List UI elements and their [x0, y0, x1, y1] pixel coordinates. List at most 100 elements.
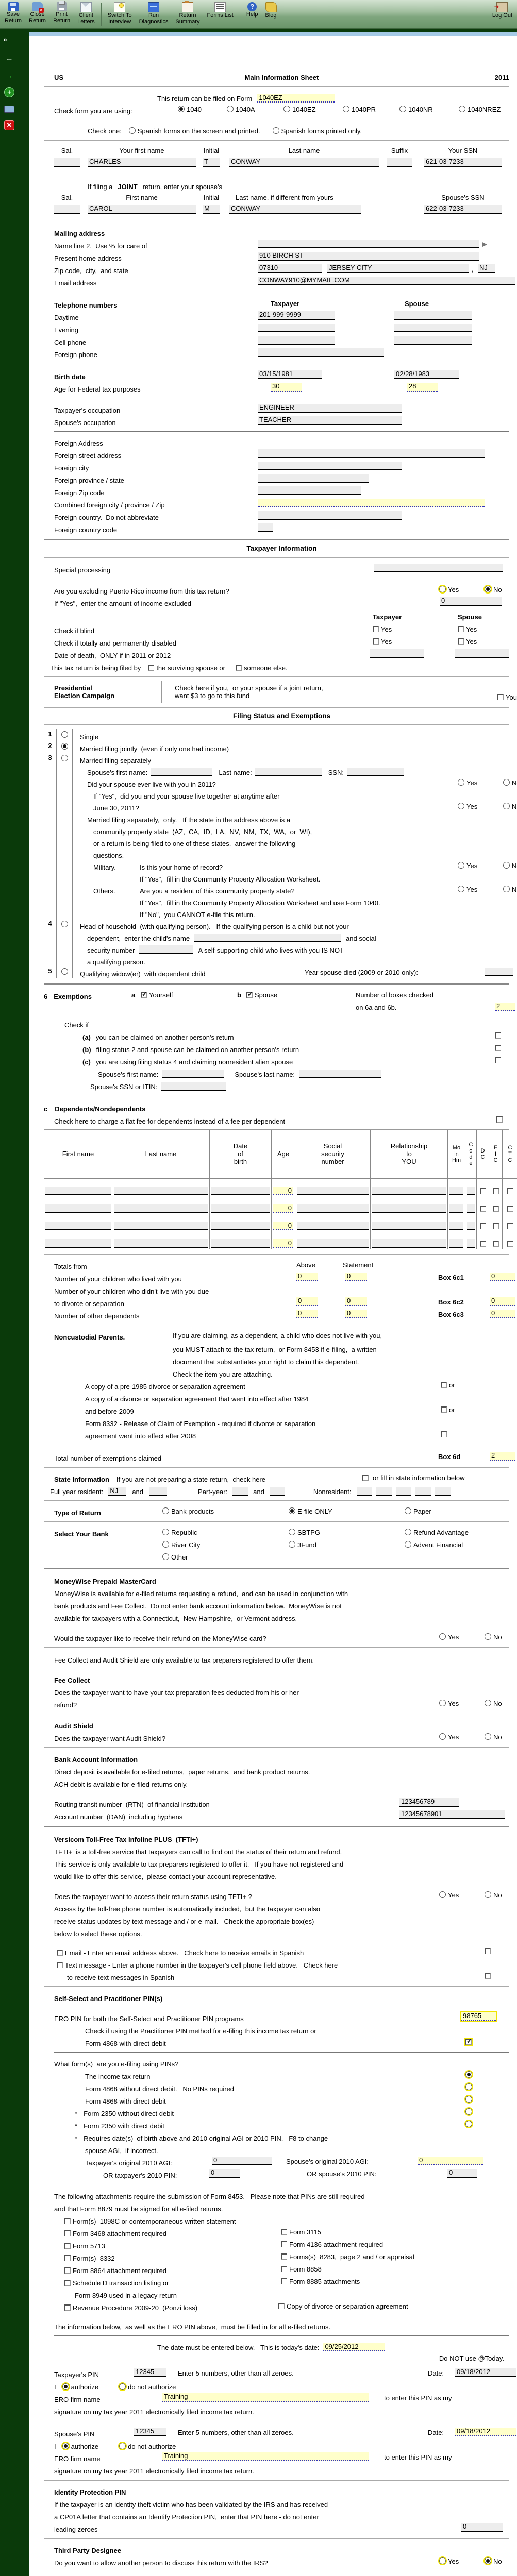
print-icon[interactable]	[4, 106, 14, 113]
dep-ctc-checkbox[interactable]	[507, 1223, 513, 1229]
dep-dob-field[interactable]	[211, 1204, 270, 1213]
birth-date-field[interactable]: 03/15/1981	[258, 370, 322, 379]
box-6d-field[interactable]: 2	[490, 1452, 515, 1461]
spouse-ero-firm-name-field[interactable]: Training	[162, 2452, 369, 2461]
initial-field[interactable]: T	[203, 158, 220, 167]
state-field[interactable]: NJ	[478, 264, 495, 273]
nonresident-state-field[interactable]	[395, 1487, 411, 1496]
resident-cps-no-radio[interactable]	[503, 886, 510, 892]
att-divorce-copy-checkbox[interactable]	[278, 2303, 285, 2309]
dep-ctc-checkbox[interactable]	[507, 1241, 513, 1247]
dep-relationship-field[interactable]	[372, 1222, 446, 1230]
pin-4868-debit-radio[interactable]	[464, 2095, 473, 2104]
dep-first-name-field[interactable]	[45, 1187, 111, 1195]
partyear-state-field[interactable]	[232, 1487, 248, 1496]
dep-dob-field[interactable]	[211, 1239, 270, 1248]
blind-spouse-checkbox[interactable]	[458, 626, 464, 632]
dep-code-field[interactable]	[467, 1222, 475, 1230]
dep-ctc-checkbox[interactable]	[507, 1188, 513, 1194]
nra-spouse-first-field[interactable]	[162, 1070, 225, 1078]
first-name-field[interactable]: CHARLES	[88, 158, 196, 167]
resident-cps-yes-radio[interactable]	[458, 886, 464, 892]
spanish-printed-radio[interactable]	[272, 127, 279, 134]
att-8332-checkbox[interactable]	[64, 2255, 71, 2261]
mfs-spouse-last-field[interactable]	[255, 768, 322, 776]
att-5713-checkbox[interactable]	[64, 2243, 71, 2249]
dep-months-field[interactable]	[449, 1204, 463, 1213]
bank-products-radio[interactable]	[162, 1507, 169, 1514]
email-field[interactable]: CONWAY910@MYMAIL.COM	[258, 277, 515, 285]
tfti-yes-radio[interactable]	[439, 1891, 446, 1898]
spouse-2010-agi-field[interactable]: 0	[418, 2157, 483, 2165]
year-spouse-died-field[interactable]	[485, 968, 513, 976]
foreign-country-field[interactable]	[258, 511, 402, 520]
dep-relationship-field[interactable]	[372, 1204, 446, 1213]
dep-dc-checkbox[interactable]	[479, 1206, 486, 1212]
disabled-spouse-checkbox[interactable]	[458, 638, 464, 645]
pin-income-tax-radio[interactable]	[464, 2070, 473, 2079]
dep-last-name-field[interactable]	[114, 1239, 208, 1248]
dep-eic-checkbox[interactable]	[492, 1206, 499, 1212]
help-button[interactable]: ? Help	[246, 2, 258, 18]
moneywise-yes-radio[interactable]	[439, 1633, 446, 1640]
nonresident-state-field[interactable]	[376, 1487, 392, 1496]
dep-code-field[interactable]	[467, 1239, 475, 1248]
taxpayer-pin-date-field[interactable]: 09/18/2012	[455, 2368, 516, 2377]
form-8332-checkbox[interactable]	[441, 1431, 447, 1437]
dep-first-name-field[interactable]	[45, 1239, 111, 1248]
dep-ctc-checkbox[interactable]	[507, 1206, 513, 1212]
dep-eic-checkbox[interactable]	[492, 1241, 499, 1247]
taxpayer-2010-agi-field[interactable]: 0	[212, 2157, 272, 2165]
designee-yes-radio[interactable]	[438, 2556, 447, 2565]
att-8858-checkbox[interactable]	[281, 2266, 287, 2272]
city-field[interactable]: JERSEY CITY	[327, 264, 469, 273]
dep-ssn-field[interactable]	[297, 1239, 369, 1248]
date-of-death-spouse-field[interactable]	[455, 649, 509, 658]
post1984-agreement-checkbox[interactable]	[441, 1406, 447, 1413]
no-state-return-checkbox[interactable]	[362, 1475, 369, 1481]
expand-rail-icon[interactable]: »	[0, 36, 10, 46]
form-1040nr-radio[interactable]	[399, 106, 406, 112]
lived-after-june-no-radio[interactable]	[503, 803, 510, 809]
military-home-no-radio[interactable]	[503, 862, 510, 869]
ero-firm-name-field[interactable]: Training	[162, 2393, 369, 2402]
spouse-initial-field[interactable]: M	[203, 205, 220, 214]
dep-last-name-field[interactable]	[114, 1204, 208, 1213]
taxpayer-2010-pin-field[interactable]: 0	[209, 2169, 240, 2178]
claimed-elsewhere-checkbox[interactable]	[495, 1032, 501, 1039]
tfti-no-radio[interactable]	[485, 1891, 491, 1898]
dep-ssn-field[interactable]	[297, 1204, 369, 1213]
age-field[interactable]: 30	[271, 383, 302, 392]
spouse-occupation-field[interactable]: TEACHER	[258, 416, 402, 425]
pre1985-agreement-checkbox[interactable]	[441, 1382, 447, 1388]
pr-amount-field[interactable]: 0	[440, 597, 502, 606]
foreign-country-code-field[interactable]	[258, 523, 273, 532]
spouse-last-name-field[interactable]: CONWAY	[229, 205, 361, 214]
status-mfs-radio[interactable]	[61, 755, 68, 761]
att-8283-checkbox[interactable]	[281, 2253, 287, 2260]
blind-taxpayer-checkbox[interactable]	[373, 626, 379, 632]
exemption-spouse-checkbox[interactable]	[246, 990, 253, 998]
bank-other-radio[interactable]	[162, 1553, 169, 1560]
form-1040-radio[interactable]	[178, 106, 185, 112]
other-deps-stmt-field[interactable]: 0	[345, 1310, 367, 1318]
pin-2350-nodebit-radio[interactable]	[464, 2107, 473, 2116]
back-arrow-icon[interactable]: ←	[5, 54, 13, 63]
spouse-authorize-radio[interactable]	[61, 2442, 70, 2450]
dep-first-name-field[interactable]	[45, 1204, 111, 1213]
att-3115-checkbox[interactable]	[281, 2229, 287, 2235]
practitioner-pin-checkbox[interactable]	[464, 2037, 473, 2046]
hoh-child-ssn-field[interactable]	[139, 945, 193, 954]
nra-spouse-ssn-field[interactable]	[161, 1082, 226, 1091]
pr-no-radio[interactable]	[483, 585, 492, 594]
lived-2011-no-radio[interactable]	[503, 779, 510, 786]
box-6c1-field[interactable]: 0	[490, 1273, 515, 1281]
mfs-spouse-first-field[interactable]	[151, 768, 213, 776]
other-deps-above-field[interactable]: 0	[296, 1310, 318, 1318]
date-of-death-taxpayer-field[interactable]	[370, 649, 424, 658]
fee-collect-no-radio[interactable]	[485, 1700, 491, 1706]
cell-phone-field[interactable]	[258, 336, 335, 345]
exemption-yourself-checkbox[interactable]	[141, 990, 147, 998]
form-1040a-radio[interactable]	[227, 106, 234, 112]
children-lived-above-field[interactable]: 0	[296, 1273, 318, 1281]
